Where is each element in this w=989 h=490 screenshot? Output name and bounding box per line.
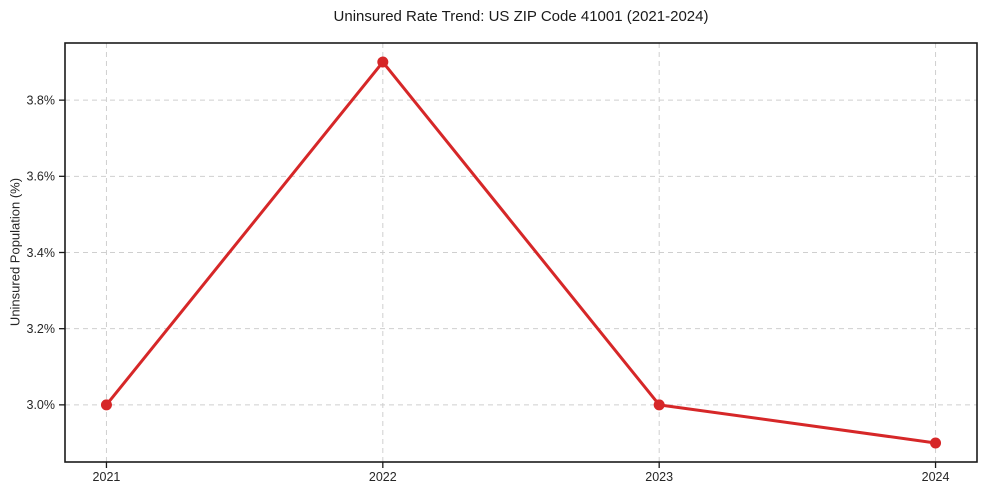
x-tick-label: 2023 <box>645 470 673 484</box>
data-point <box>377 56 389 68</box>
plot-border <box>64 42 978 463</box>
y-tick-label: 3.8% <box>27 94 56 108</box>
series-line <box>104 60 938 445</box>
chart-title: Uninsured Rate Trend: US ZIP Code 41001 … <box>333 8 709 25</box>
x-tick-label: 2021 <box>93 470 121 484</box>
data-point <box>653 399 665 411</box>
x-tick-label: 2024 <box>922 470 950 484</box>
x-tick-label: 2022 <box>369 470 397 484</box>
y-tick-label: 3.2% <box>27 322 56 336</box>
data-point <box>100 399 112 411</box>
y-tick-label: 3.4% <box>27 246 56 260</box>
y-tick-label: 3.0% <box>27 398 56 412</box>
data-point <box>930 437 942 449</box>
y-tick-label: 3.6% <box>27 170 56 184</box>
